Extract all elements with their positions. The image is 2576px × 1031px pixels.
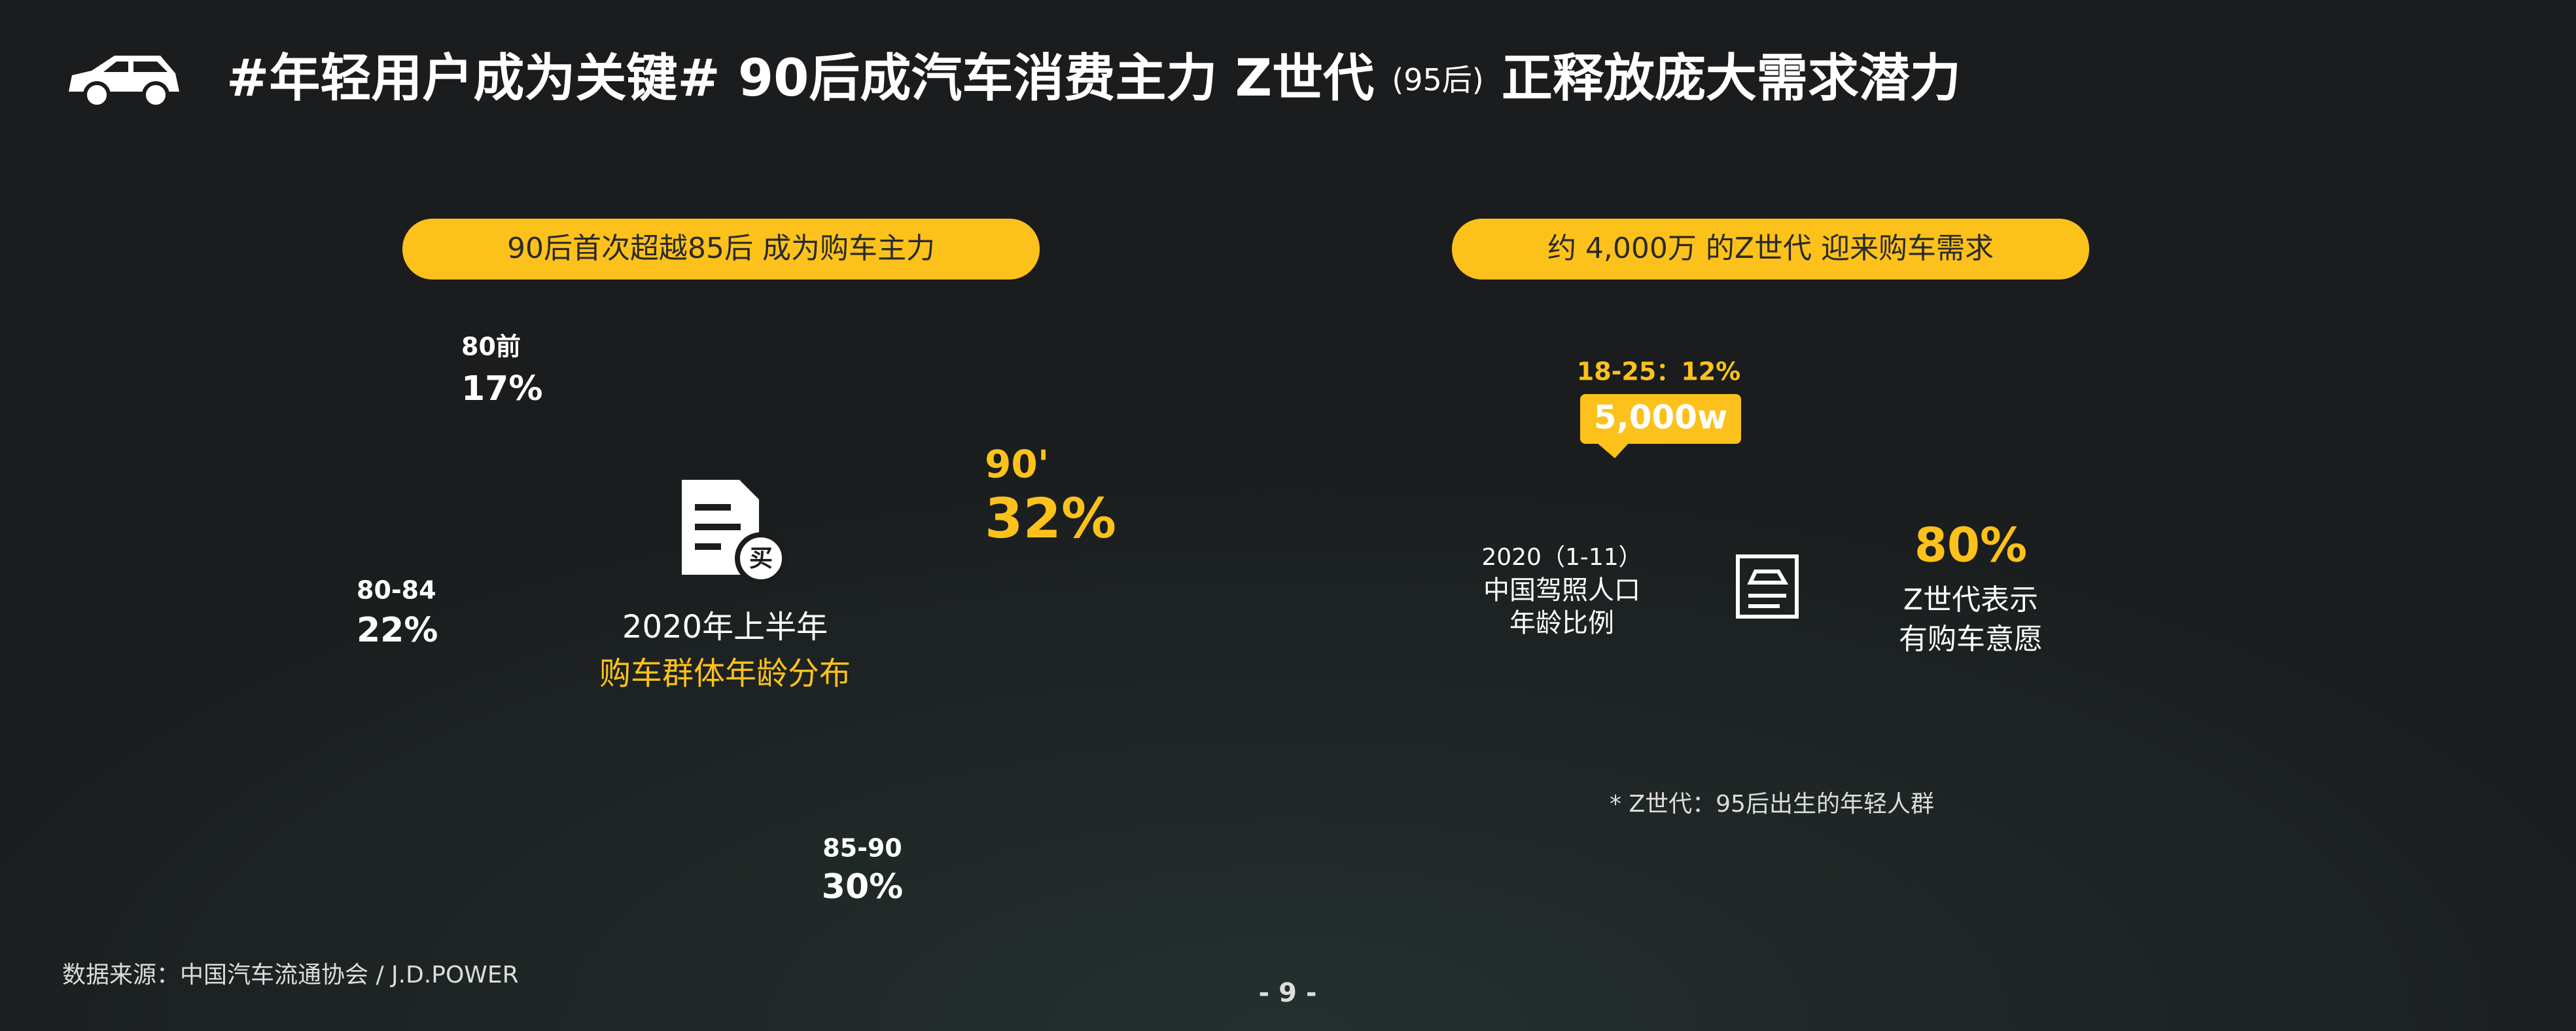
badge: [402, 219, 1040, 280]
document-icon: 买: [682, 480, 787, 585]
category-label: 90': [985, 442, 1049, 486]
center-text: 中国驾照人口: [1483, 575, 1640, 606]
center-text: Z世代表示: [1903, 583, 2038, 617]
title: #年轻用户成为关键# 90后成汽车消费主力 Z世代 (95后) 正释放庞大需求潜…: [226, 49, 1961, 108]
title-part: #年轻用户成为关键# 90后成汽车消费主力 Z世代: [226, 49, 1374, 108]
center-text: 有购车意愿: [1899, 623, 2043, 656]
value-label: 32%: [985, 486, 1116, 551]
category-label: 80-84: [357, 576, 436, 605]
segment-label: 18-25：12%: [1577, 357, 1741, 386]
car-icon: [69, 56, 179, 109]
center-text: 年龄比例: [1509, 608, 1614, 638]
callout: [1580, 394, 1741, 458]
icon-glyph: 买: [749, 545, 773, 572]
value-label: 22%: [357, 611, 438, 650]
value-label: 17%: [461, 369, 542, 408]
badge-text: 约 4,000万 的Z世代 迎来购车需求: [1547, 232, 1994, 265]
callout-text: 5,000w: [1594, 399, 1727, 437]
value-label: 80%: [1914, 518, 2027, 573]
card-icon: [1736, 554, 1799, 619]
footnote: * Z世代：95后出生的年轻人群: [1610, 791, 1934, 818]
category-label: 85-90: [822, 834, 902, 863]
page-number: - 9 -: [1259, 978, 1317, 1008]
source: 数据来源：中国汽车流通协会 / J.D.POWER: [62, 962, 519, 988]
center-text: 购车群体年龄分布: [599, 655, 851, 692]
value-label: 30%: [822, 867, 903, 907]
title-part: 正释放庞大需求潜力: [1502, 49, 1961, 108]
center-text: 2020（1-11）: [1481, 544, 1642, 571]
title-part: (95后): [1392, 62, 1483, 98]
center-text: 2020年上半年: [622, 609, 828, 645]
badge-text: 90后首次超越85后 成为购车主力: [507, 232, 935, 265]
category-label: 80前: [461, 333, 521, 361]
badge: [1452, 219, 2089, 280]
